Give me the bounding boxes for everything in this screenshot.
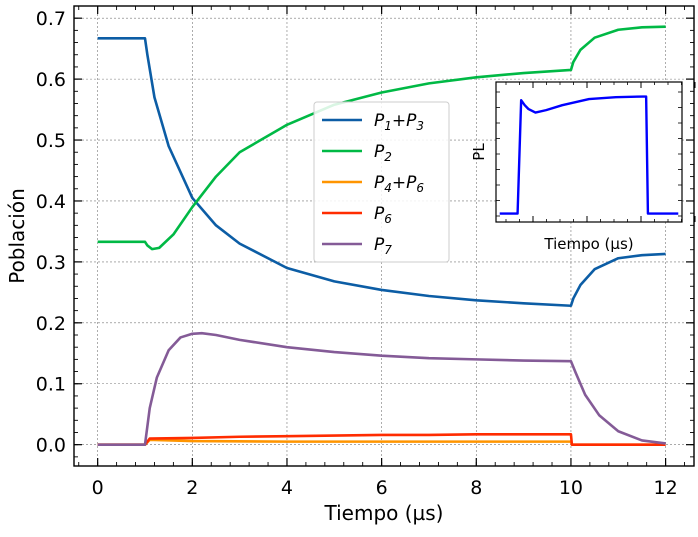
- x-axis-title: Tiempo (µs): [324, 501, 444, 525]
- x-tick-label: 2: [186, 477, 198, 499]
- y-tick-label: 0.3: [36, 252, 66, 274]
- inset-y-axis-title: PL: [470, 143, 488, 161]
- y-tick-label: 0.5: [36, 130, 66, 152]
- y-axis-title: Población: [5, 188, 29, 284]
- y-tick-label: 0.0: [36, 435, 66, 457]
- y-tick-label: 0.2: [36, 313, 66, 335]
- x-tick-label: 4: [281, 477, 293, 499]
- x-tick-label: 12: [654, 477, 678, 499]
- x-tick-label: 8: [470, 477, 482, 499]
- x-tick-label: 10: [559, 477, 583, 499]
- y-tick-label: 0.4: [36, 191, 66, 213]
- x-tick-label: 0: [92, 477, 104, 499]
- y-tick-label: 0.6: [36, 69, 66, 91]
- y-tick-label: 0.1: [36, 374, 66, 396]
- x-tick-label: 6: [376, 477, 388, 499]
- inset-x-axis-title: Tiempo (µs): [543, 235, 633, 253]
- y-tick-label: 0.7: [36, 8, 66, 30]
